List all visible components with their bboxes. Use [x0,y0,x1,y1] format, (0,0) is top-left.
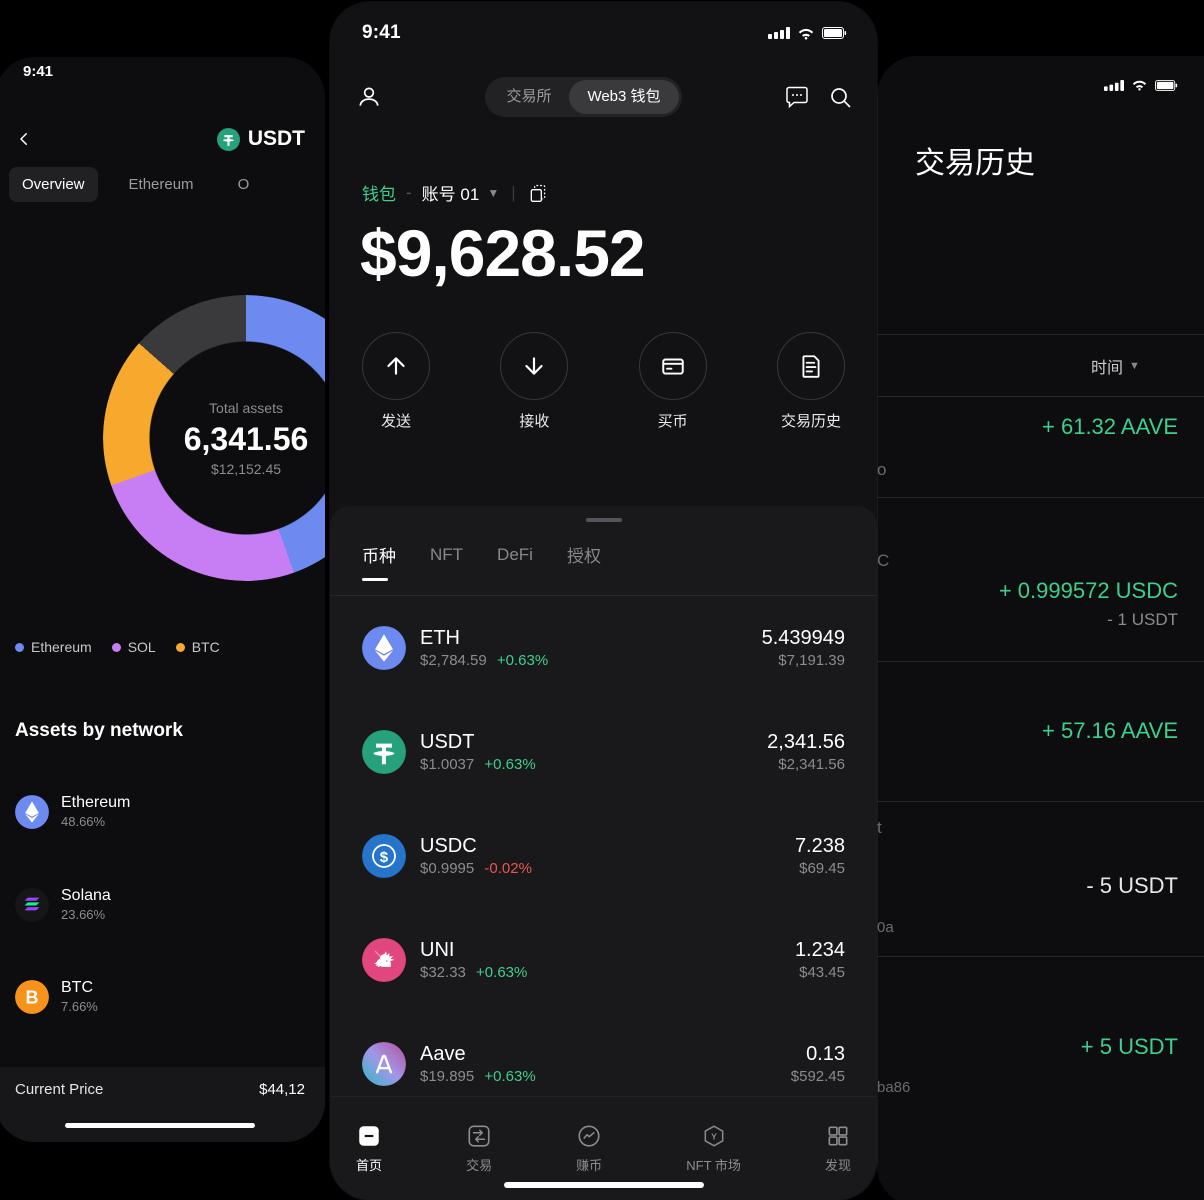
svg-text:$: $ [380,849,389,866]
svg-text:Y: Y [711,1131,717,1141]
svg-text:B: B [25,987,38,1007]
